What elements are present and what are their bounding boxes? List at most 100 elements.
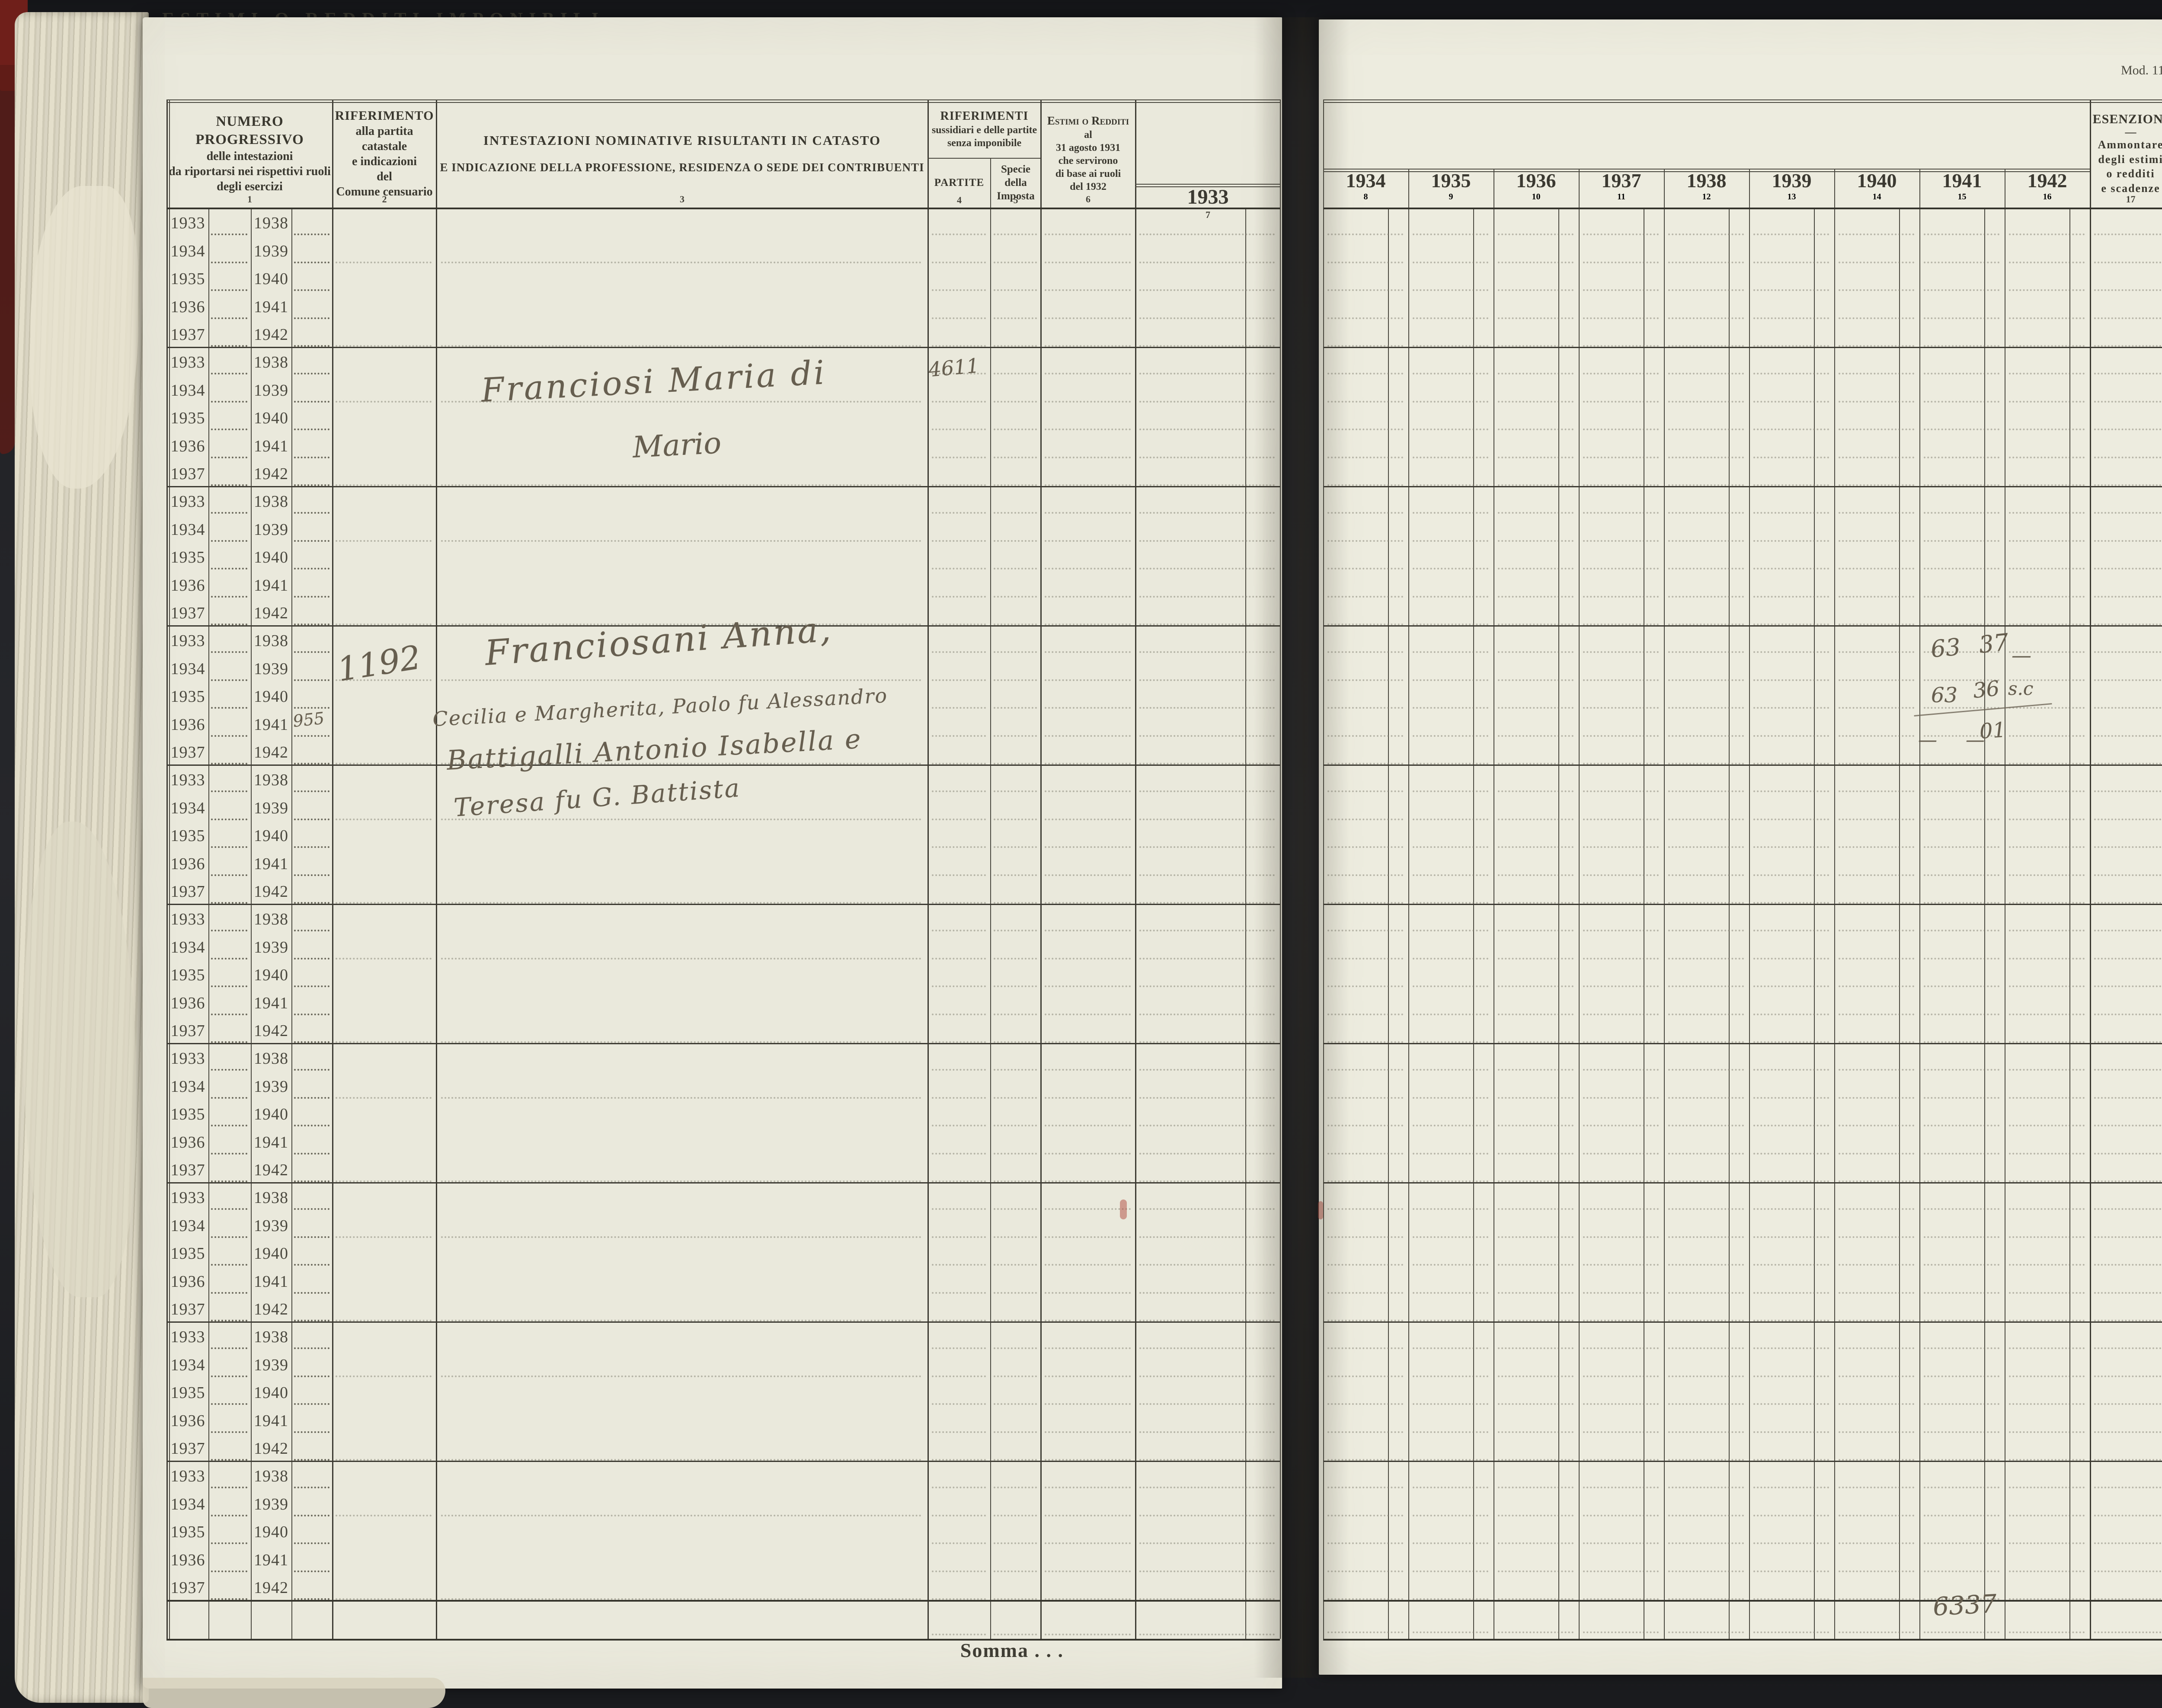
dotted-leader (441, 484, 921, 486)
dotted-leader (1753, 1097, 1829, 1099)
dotted-leader (1668, 456, 1744, 458)
dotted-leader (1413, 1152, 1488, 1155)
dotted-leader (1924, 1180, 1999, 1182)
col5-line: Imposta (997, 190, 1035, 202)
dotted-leader (1839, 985, 1914, 988)
body-year-label: 1935 (170, 409, 205, 428)
col6-line: del 1932 (1070, 181, 1107, 192)
dotted-leader (1839, 930, 1914, 932)
body-year-label: 1938 (254, 1467, 288, 1486)
dotted-leader (1045, 957, 1131, 960)
dotted-leader (1839, 345, 1914, 347)
dotted-leader (1139, 1180, 1275, 1182)
dotted-leader (441, 818, 921, 820)
body-year-label: 1936 (170, 1411, 205, 1430)
column-number: 11 (1617, 192, 1625, 202)
dotted-leader (1583, 1264, 1659, 1266)
header-year-1940: 1940 14 (1834, 170, 1919, 203)
dotted-leader (1583, 1013, 1659, 1015)
dotted-leader (1839, 1236, 1914, 1238)
dotted-leader (1839, 429, 1914, 431)
cents-divider-rule (1814, 208, 1815, 1639)
dotted-leader (294, 679, 329, 681)
dotted-leader (1327, 1403, 1403, 1405)
dotted-leader (2094, 1542, 2162, 1545)
dotted-leader (336, 345, 432, 347)
dotted-leader (932, 233, 986, 236)
body-year-label: 1934 (170, 799, 205, 817)
dotted-leader (994, 1041, 1037, 1043)
dotted-leader (932, 1208, 986, 1210)
dotted-leader (211, 1570, 247, 1572)
body-year-label: 1933 (170, 632, 205, 650)
esenzioni-line: degli estimi (2098, 153, 2162, 166)
dotted-leader (1839, 1598, 1914, 1600)
dotted-leader (1327, 456, 1403, 458)
block-separator (1323, 347, 2162, 348)
dotted-leader (1498, 679, 1574, 681)
dotted-leader (1924, 1542, 1999, 1545)
dotted-leader (1668, 1347, 1744, 1350)
dotted-leader (1753, 429, 1829, 431)
dotted-leader (1753, 763, 1829, 764)
dotted-leader (1413, 429, 1488, 431)
dotted-leader (1924, 400, 1999, 403)
dotted-leader (932, 1013, 986, 1015)
dotted-leader (1668, 624, 1744, 625)
dotted-leader (994, 1097, 1037, 1099)
dotted-leader (1045, 595, 1131, 598)
dotted-leader (1924, 1459, 1999, 1461)
dotted-leader (1498, 902, 1574, 904)
dotted-leader (1498, 763, 1574, 764)
col6-line: Estimi o Redditi (1047, 114, 1129, 128)
dotted-leader (2094, 1375, 2162, 1377)
dotted-leader (2094, 1152, 2162, 1155)
dotted-leader (1498, 233, 1574, 236)
dotted-leader (1498, 818, 1574, 820)
dotted-leader (1498, 1375, 1574, 1377)
dotted-leader (2094, 707, 2162, 709)
dotted-leader (211, 373, 247, 375)
body-year-label: 1940 (254, 409, 288, 428)
body-year-label: 1938 (254, 1328, 288, 1347)
dotted-leader (2009, 1152, 2085, 1155)
body-year-label: 1937 (170, 1161, 205, 1179)
block-separator (1323, 1043, 2162, 1044)
dotted-leader (1839, 1264, 1914, 1266)
dotted-leader (211, 1598, 247, 1600)
body-year-label: 1934 (170, 1216, 205, 1235)
dotted-leader (336, 1180, 432, 1182)
dotted-leader (1327, 1292, 1403, 1294)
dotted-leader (1498, 957, 1574, 960)
dotted-leader (932, 624, 986, 625)
dotted-leader (1327, 1180, 1403, 1182)
column-number: 12 (1702, 192, 1711, 202)
page-left-rule (1323, 99, 1324, 1639)
dotted-leader (932, 1514, 986, 1516)
dotted-leader (2009, 1598, 2085, 1600)
body-year-label: 1935 (170, 1523, 205, 1542)
dotted-leader (1139, 874, 1275, 876)
dotted-leader (1045, 1487, 1131, 1489)
body-year-label: 1940 (254, 1244, 288, 1263)
dotted-leader (1413, 373, 1488, 375)
dotted-leader (1753, 1041, 1829, 1043)
dotted-leader (1839, 1403, 1914, 1405)
dotted-leader (2009, 957, 2085, 960)
dotted-leader (2094, 373, 2162, 375)
dotted-leader (1139, 289, 1275, 291)
dotted-leader (1924, 846, 1999, 848)
dotted-leader (1583, 818, 1659, 820)
dotted-leader (1753, 1208, 1829, 1210)
dotted-leader (1839, 261, 1914, 263)
body-year-label: 1933 (170, 1049, 205, 1068)
dotted-leader (1327, 1598, 1403, 1600)
dotted-leader (294, 261, 329, 263)
dotted-leader (1498, 790, 1574, 793)
esenzioni-number: 17 (2126, 193, 2136, 205)
dotted-leader (1498, 317, 1574, 319)
body-year-label: 1942 (254, 743, 288, 761)
dotted-leader (294, 1514, 329, 1516)
dotted-leader (1045, 818, 1131, 820)
dotted-leader (1668, 1097, 1744, 1099)
